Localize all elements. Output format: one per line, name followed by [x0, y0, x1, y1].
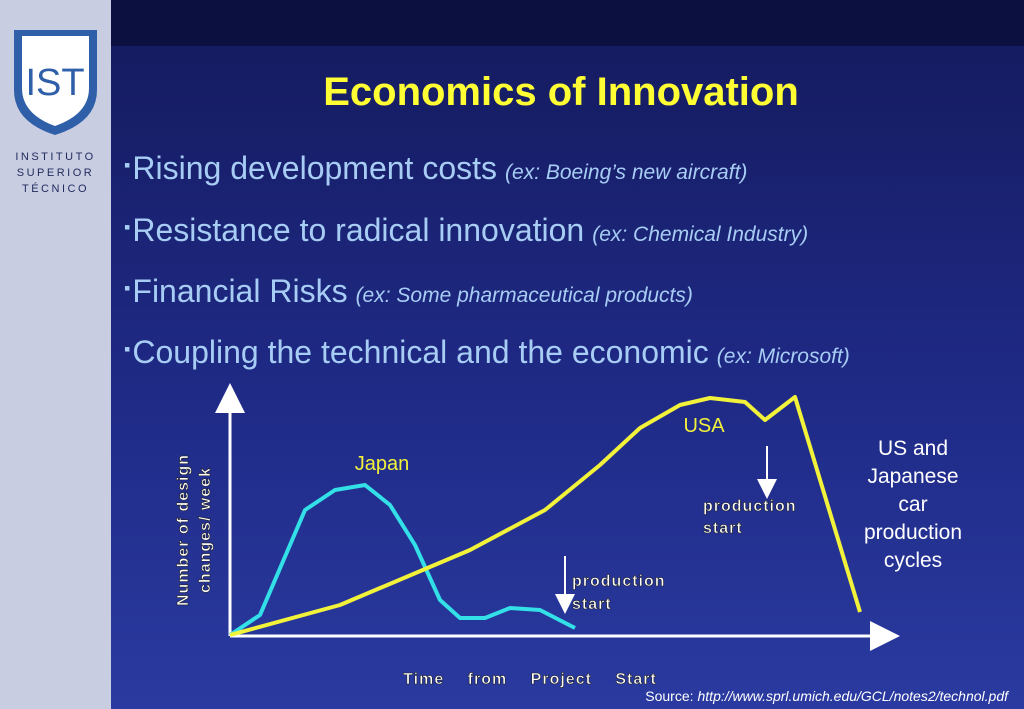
series-label: Japan [355, 453, 410, 475]
bullet: Coupling the technical and the economic (… [124, 334, 850, 371]
bullet-text: Coupling the technical and the economic [132, 334, 709, 370]
usa-curve [229, 395, 862, 637]
sidebar: IST INSTITUTO SUPERIOR TÉCNICO [0, 0, 111, 709]
logo-shield: IST [14, 30, 97, 135]
source-url: http://www.sprl.umich.edu/GCL/notes2/tec… [697, 688, 1009, 704]
y-axis-label: changes/ week [197, 467, 214, 593]
source-label: Source: [645, 688, 694, 704]
caption: US and [878, 437, 948, 460]
title: Economics of Innovation [323, 70, 799, 114]
logo-text: INSTITUTO [15, 151, 96, 163]
bullet: Rising development costs (ex: Boeing’s ne… [124, 150, 747, 187]
bullet: Resistance to radical innovation (ex: Che… [124, 212, 808, 249]
y-axis-label: Number of design [175, 454, 192, 606]
bullet-example: (ex: Some pharmaceutical products) [355, 284, 693, 307]
bullet: Financial Risks (ex: Some pharmaceutical … [124, 273, 693, 310]
x-axis-label: Time from Project Start [403, 671, 657, 688]
caption: cycles [884, 549, 942, 572]
logo-text: TÉCNICO [22, 183, 89, 195]
bullet-text: Resistance to radical innovation [132, 212, 585, 248]
caption: Japanese [867, 465, 958, 488]
marker-label: start [572, 596, 612, 613]
svg-text:IST: IST [25, 62, 84, 104]
marker-label: production [572, 573, 666, 590]
bullet-example: (ex: Boeing’s new aircraft) [505, 161, 748, 184]
bullet-example: (ex: Chemical Industry) [592, 223, 809, 246]
marker-label: production [703, 498, 797, 515]
bullet-example: (ex: Microsoft) [716, 345, 850, 368]
bullet-text: Financial Risks [132, 273, 348, 309]
bullet-text: Rising development costs [132, 150, 498, 186]
top-band [111, 0, 1024, 46]
logo-text: SUPERIOR [16, 167, 95, 179]
japan-curve [228, 483, 576, 637]
caption: car [898, 493, 927, 516]
caption: production [864, 521, 962, 544]
series-label: USA [683, 415, 725, 437]
marker-label: start [703, 520, 743, 537]
source: Source: http://www.sprl.umich.edu/GCL/not… [645, 688, 1008, 704]
